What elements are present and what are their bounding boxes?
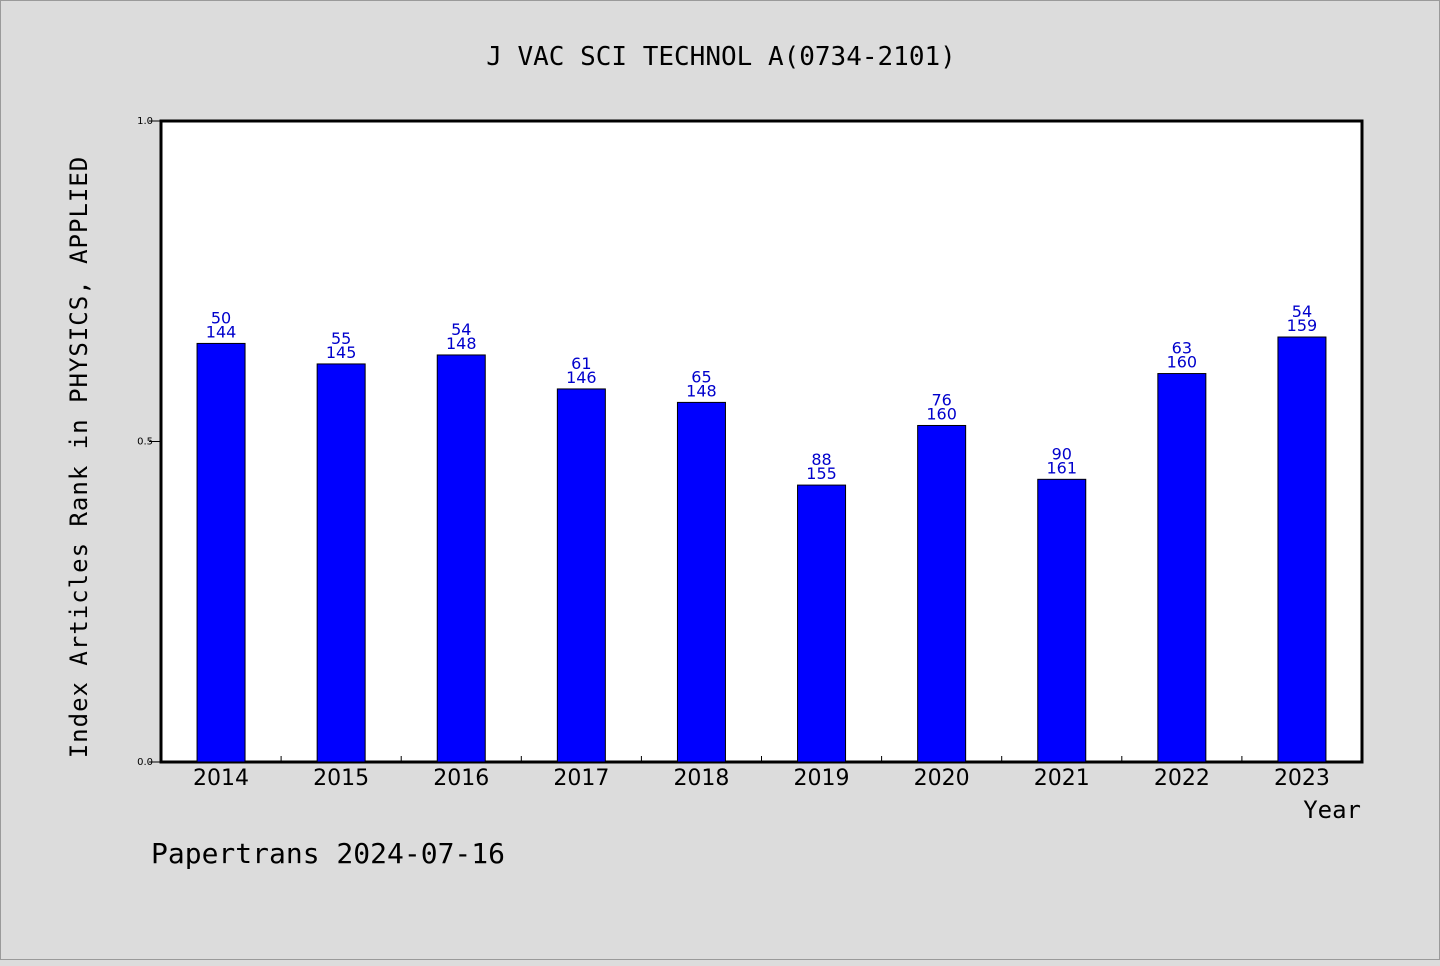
bar-series xyxy=(196,336,1327,763)
x-tick-label: 2019 xyxy=(794,766,850,791)
data-label-total: 144 xyxy=(206,322,237,341)
x-tick-label: 2015 xyxy=(313,766,369,791)
x-tick-label: 2022 xyxy=(1154,766,1210,791)
x-tick-label: 2018 xyxy=(673,766,729,791)
data-label-total: 159 xyxy=(1287,316,1318,335)
y-tick-label: 1.0 xyxy=(137,116,153,127)
bar-2015 xyxy=(316,363,366,763)
data-label-rank: 65 xyxy=(691,367,711,386)
x-tick-label: 2017 xyxy=(553,766,609,791)
bar-2023 xyxy=(1277,336,1327,763)
data-label-total: 160 xyxy=(926,404,957,423)
data-label-total: 146 xyxy=(566,368,597,387)
bar-2017 xyxy=(556,388,606,763)
data-label-rank: 63 xyxy=(1172,339,1192,358)
data-label-total: 155 xyxy=(806,464,837,483)
x-tick-label: 2020 xyxy=(914,766,970,791)
bar-2019 xyxy=(797,484,847,763)
data-label-rank: 54 xyxy=(1292,302,1312,321)
y-axis: 0.0 0.5 1.0 xyxy=(137,116,161,768)
footer-text: Papertrans 2024-07-16 xyxy=(151,837,505,870)
x-tick-label: 2014 xyxy=(193,766,249,791)
y-axis-label: Index Articles Rank in PHYSICS, APPLIED xyxy=(65,156,93,759)
x-axis: 2014 2015 2016 2017 2018 2019 2020 2021 2022 2023 xyxy=(193,756,1330,791)
x-axis-label: Year xyxy=(1303,796,1361,824)
data-label-rank: 90 xyxy=(1052,444,1072,463)
y-tick-label: 0.0 xyxy=(137,757,153,768)
bar-2022 xyxy=(1157,373,1207,763)
data-label-total: 148 xyxy=(686,381,717,400)
data-label-total: 145 xyxy=(326,343,357,362)
data-label-rank: 76 xyxy=(931,390,951,409)
x-tick-label: 2021 xyxy=(1034,766,1090,791)
chart-title: J VAC SCI TECHNOL A(0734-2101) xyxy=(486,42,956,72)
bar-2016 xyxy=(436,354,486,763)
bar-2018 xyxy=(676,401,726,763)
data-label-total: 160 xyxy=(1167,353,1198,372)
data-label-rank: 55 xyxy=(331,329,351,348)
data-label-rank: 50 xyxy=(211,308,231,327)
x-tick-label: 2016 xyxy=(433,766,489,791)
data-label-rank: 61 xyxy=(571,354,591,373)
data-label-rank: 54 xyxy=(451,320,471,339)
data-label-total: 161 xyxy=(1046,458,1077,477)
bar-2014 xyxy=(196,342,246,763)
data-label-rank: 88 xyxy=(811,450,831,469)
bar-2021 xyxy=(1037,478,1087,763)
data-label-total: 148 xyxy=(446,334,477,353)
y-tick-label: 0.5 xyxy=(137,437,153,448)
bar-2020 xyxy=(917,424,967,763)
x-tick-label: 2023 xyxy=(1274,766,1330,791)
